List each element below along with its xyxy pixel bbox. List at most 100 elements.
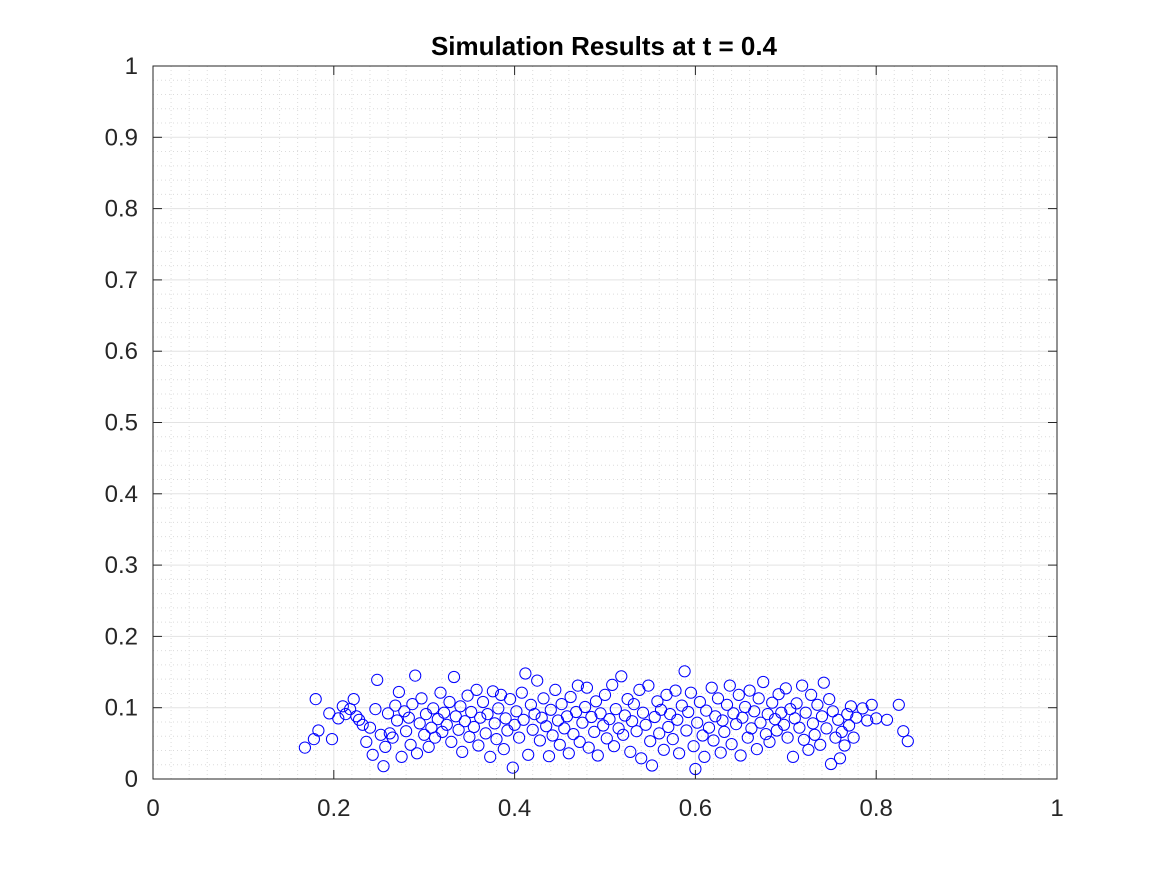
- data-point: [734, 749, 747, 762]
- data-point: [413, 717, 426, 730]
- data-point: [443, 695, 456, 709]
- y-tick-label: 0.8: [105, 196, 138, 223]
- data-point: [410, 747, 424, 760]
- data-point: [847, 731, 860, 744]
- data-point: [720, 698, 734, 711]
- data-point: [805, 688, 818, 702]
- data-point: [636, 706, 650, 719]
- data-point: [504, 693, 517, 706]
- data-point: [325, 733, 339, 746]
- data-point: [838, 739, 851, 752]
- data-point: [526, 723, 539, 736]
- data-point: [386, 731, 399, 744]
- data-point: [531, 674, 544, 687]
- data-point: [741, 731, 754, 744]
- data-point: [609, 703, 622, 716]
- data-point: [452, 723, 465, 736]
- data-point: [630, 725, 643, 738]
- tick-labels: 0 0.2 0.4 0.6 0.8 1 0 0.1 0.2 0.3 0.4 0.5 0.6 0.7 0.8 0…: [105, 53, 1064, 822]
- y-tick-label: 0.1: [105, 695, 138, 722]
- data-point: [350, 710, 363, 723]
- data-point: [360, 735, 373, 749]
- data-point: [757, 675, 770, 689]
- data-point: [440, 718, 453, 731]
- data-point: [438, 706, 451, 719]
- data-point: [675, 699, 688, 712]
- data-point: [835, 725, 848, 739]
- data-point: [467, 720, 480, 734]
- data-point: [600, 732, 613, 745]
- data-point: [497, 743, 510, 756]
- chart-title: Simulation Results at t = 0.4: [431, 31, 778, 61]
- y-tick-label: 0.6: [105, 338, 138, 365]
- data-point: [591, 749, 604, 762]
- data-point: [648, 710, 661, 724]
- data-point: [479, 727, 492, 740]
- data-point: [515, 686, 528, 699]
- y-tick-label: 0.9: [105, 124, 138, 151]
- data-point: [398, 705, 411, 718]
- y-tick-label: 0: [125, 766, 138, 793]
- data-point: [579, 700, 592, 714]
- data-point: [691, 716, 704, 729]
- x-tick-label: 0.6: [679, 795, 712, 822]
- data-point: [582, 741, 595, 754]
- grid: [152, 65, 1058, 780]
- data-point: [759, 728, 773, 741]
- data-point: [823, 693, 836, 706]
- data-point: [402, 711, 415, 724]
- data-point: [645, 759, 659, 772]
- data-point: [711, 692, 725, 705]
- data-point: [693, 695, 707, 709]
- data-point: [447, 670, 461, 684]
- data-point: [714, 746, 727, 759]
- data-point: [844, 700, 858, 713]
- data-point: [381, 707, 395, 720]
- data-point: [597, 719, 610, 732]
- data-point: [391, 714, 404, 727]
- data-point: [657, 743, 670, 756]
- data-point: [700, 704, 713, 717]
- data-point: [824, 757, 838, 771]
- data-point: [651, 695, 664, 708]
- data-point: [642, 679, 655, 692]
- y-tick-label: 0.3: [105, 552, 138, 579]
- data-point: [555, 698, 568, 711]
- y-tick-label: 0.2: [105, 623, 138, 650]
- data-point: [843, 719, 856, 732]
- data-point: [517, 713, 530, 726]
- data-point: [564, 690, 577, 704]
- data-point: [624, 745, 637, 759]
- data-point: [687, 740, 700, 753]
- data-point: [366, 748, 379, 761]
- data-point: [743, 684, 756, 697]
- data-point: [492, 702, 505, 715]
- data-point: [549, 683, 562, 697]
- data-point: [363, 721, 377, 734]
- x-tick-label: 0: [146, 795, 159, 822]
- data-point: [389, 699, 402, 712]
- x-tick-label: 0.2: [317, 795, 350, 822]
- data-point: [814, 738, 827, 751]
- data-point: [626, 715, 639, 728]
- data-point: [415, 692, 428, 705]
- data-point: [799, 706, 812, 719]
- data-point: [395, 750, 408, 764]
- data-point: [607, 740, 621, 753]
- data-point: [797, 733, 811, 746]
- data-point: [606, 678, 619, 692]
- data-point: [406, 698, 419, 711]
- data-point: [519, 667, 532, 680]
- data-point: [793, 721, 806, 734]
- data-point: [571, 679, 585, 692]
- data-point: [696, 729, 709, 742]
- data-point: [666, 733, 679, 746]
- data-point: [612, 722, 625, 735]
- data-point: [409, 669, 422, 682]
- data-point: [580, 681, 594, 694]
- data-point: [832, 713, 845, 726]
- data-point: [748, 705, 761, 718]
- data-point: [456, 745, 469, 759]
- data-point: [673, 747, 686, 760]
